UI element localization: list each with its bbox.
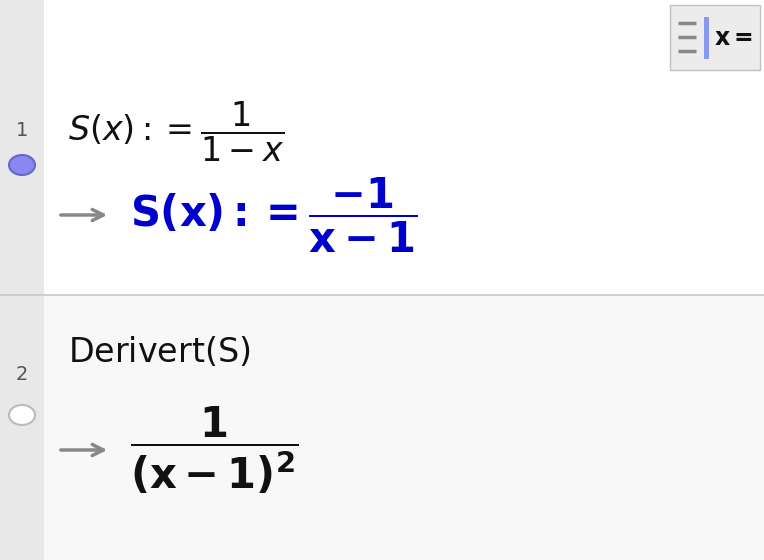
Ellipse shape bbox=[9, 405, 35, 425]
Bar bbox=[670, 5, 760, 70]
Text: $\dfrac{\mathbf{1}}{\mathbf{(x-1)^2}}$: $\dfrac{\mathbf{1}}{\mathbf{(x-1)^2}}$ bbox=[130, 404, 299, 496]
Bar bbox=[0, 295, 764, 560]
Text: $\mathbf{x=}$: $\mathbf{x=}$ bbox=[714, 26, 753, 50]
Ellipse shape bbox=[9, 155, 35, 175]
Bar bbox=[0, 0, 764, 295]
Bar bbox=[704, 17, 709, 59]
Text: $S(x) := \dfrac{1}{1-x}$: $S(x) := \dfrac{1}{1-x}$ bbox=[68, 100, 284, 165]
Text: 2: 2 bbox=[16, 366, 28, 385]
Bar bbox=[0, 0, 44, 560]
Text: $\mathbf{S(x) := \dfrac{-1}{x-1}}$: $\mathbf{S(x) := \dfrac{-1}{x-1}}$ bbox=[130, 175, 418, 254]
Text: 1: 1 bbox=[16, 120, 28, 139]
Text: $\mathrm{Derivert(S)}$: $\mathrm{Derivert(S)}$ bbox=[68, 335, 251, 369]
